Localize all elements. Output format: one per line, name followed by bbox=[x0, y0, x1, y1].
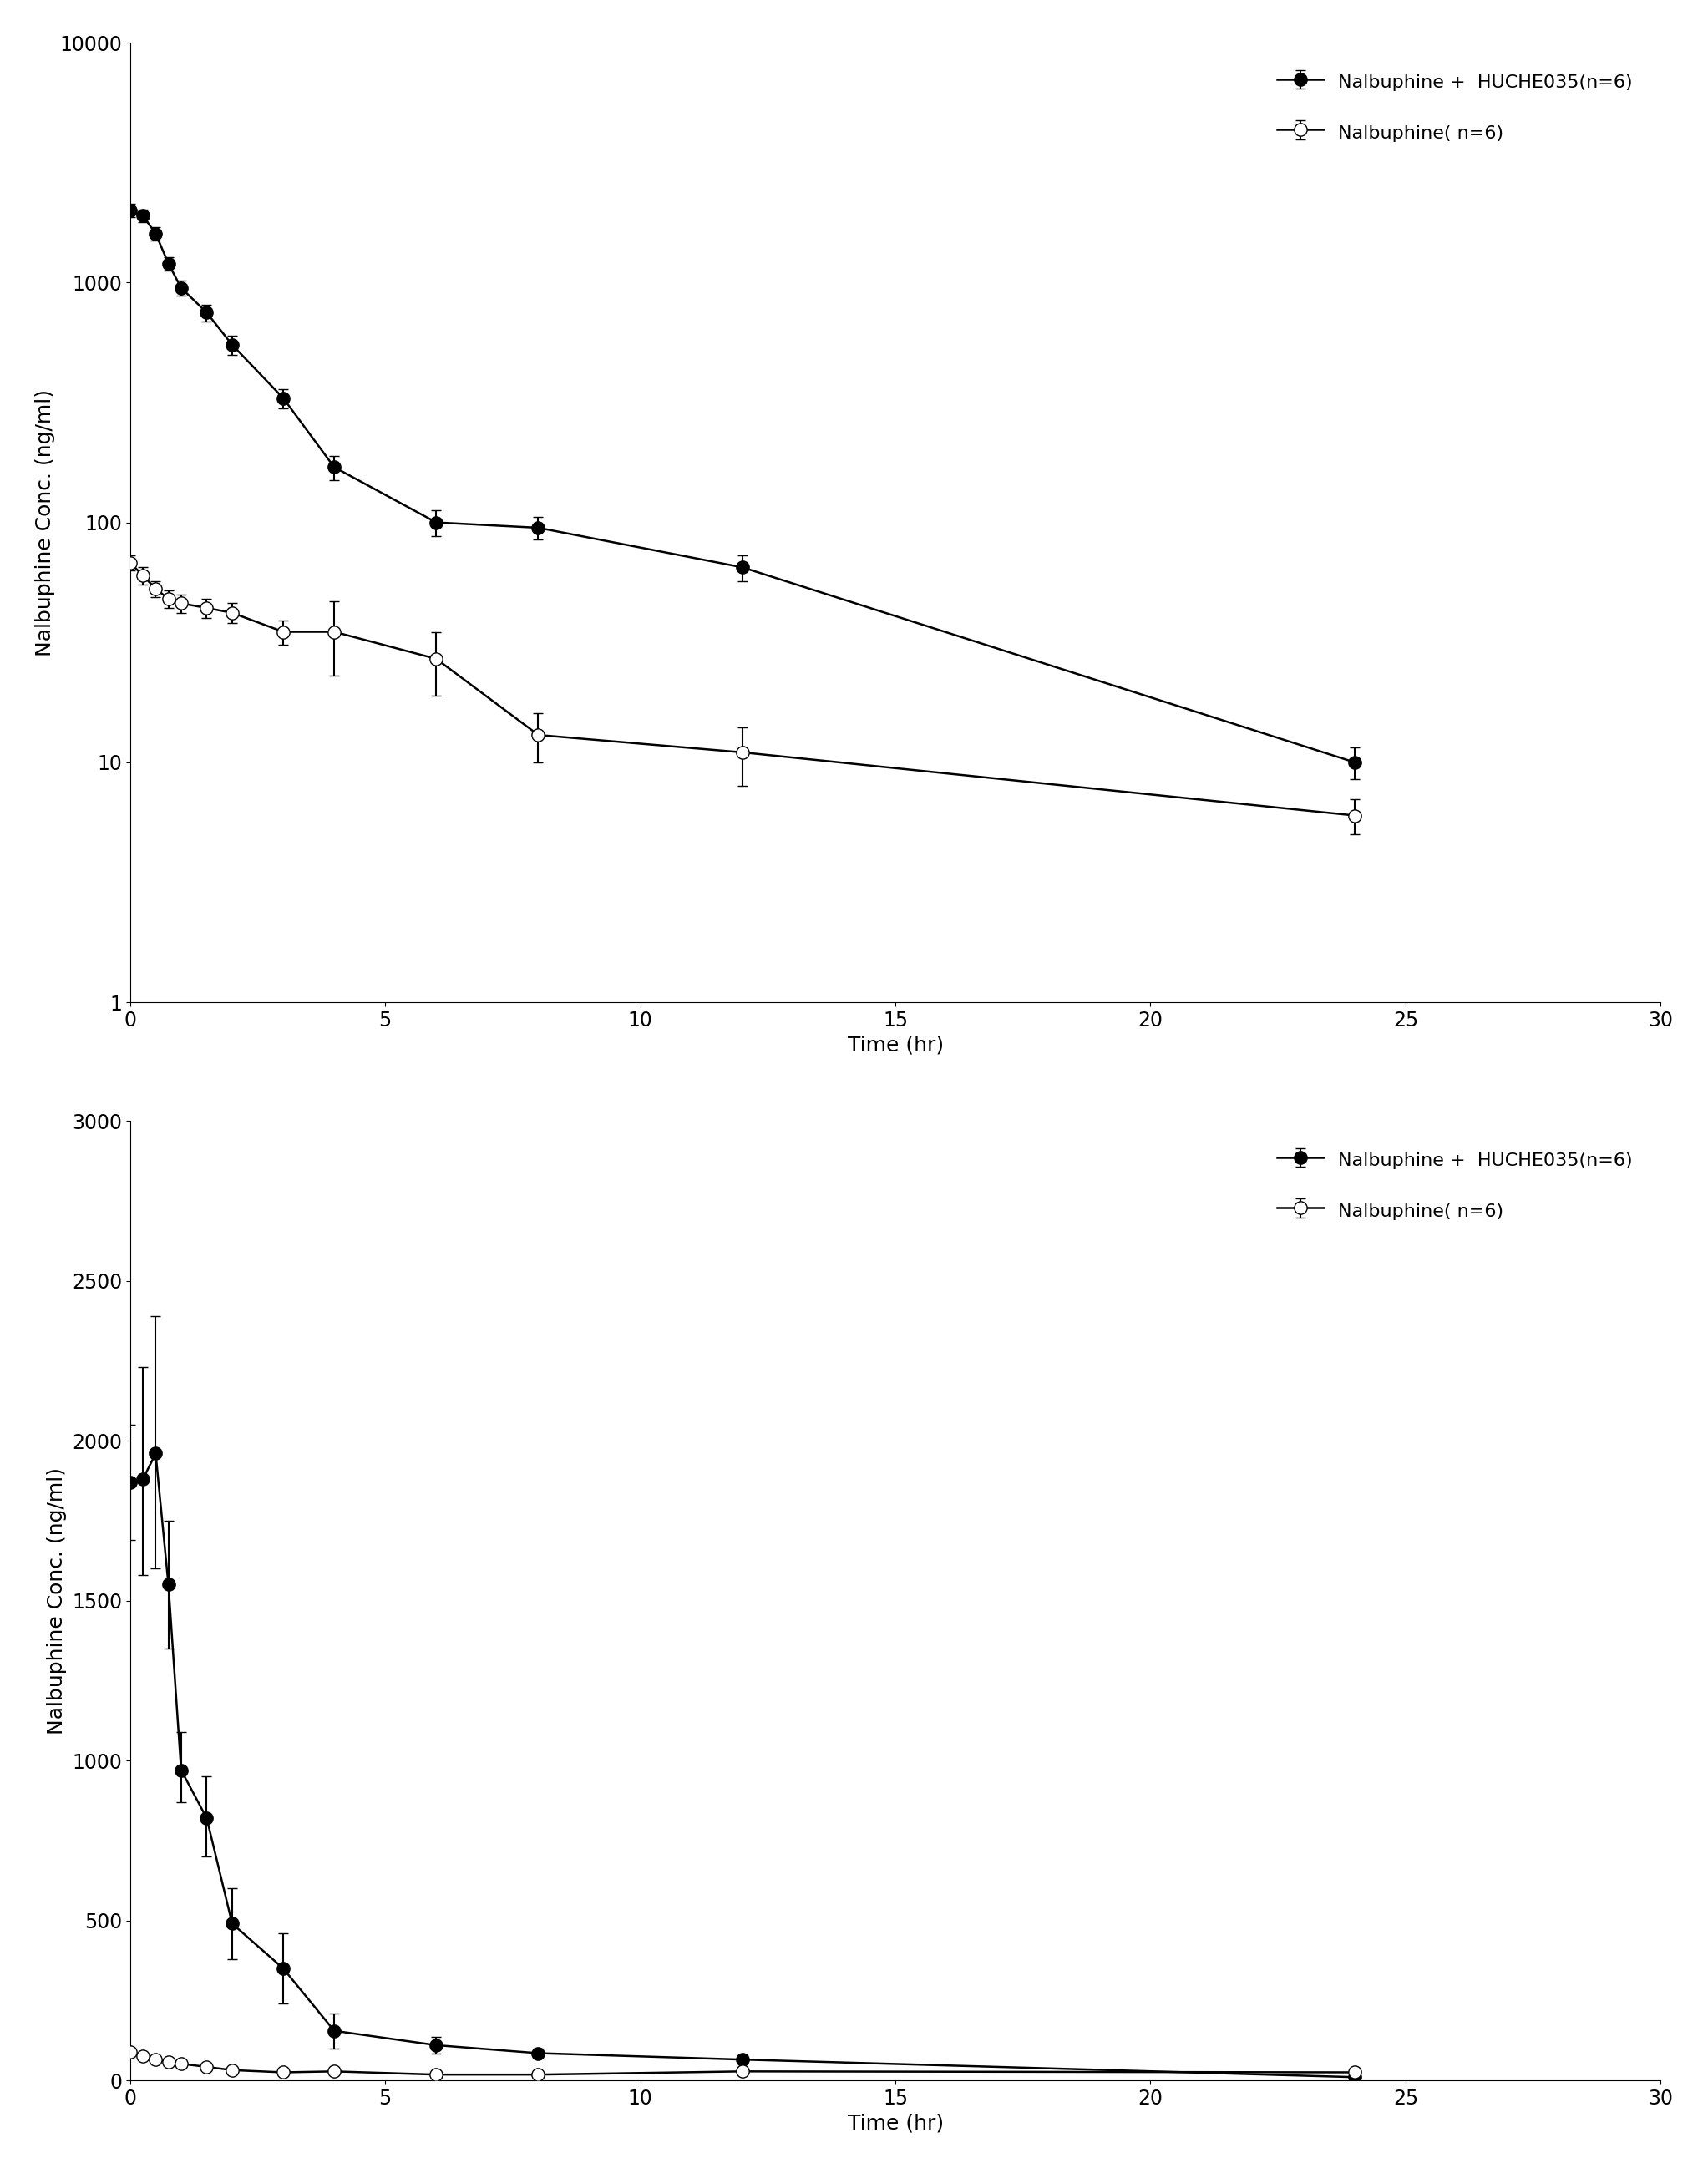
X-axis label: Time (hr): Time (hr) bbox=[847, 1034, 943, 1056]
X-axis label: Time (hr): Time (hr) bbox=[847, 2114, 943, 2133]
Y-axis label: Nalbuphine Conc. (ng/ml): Nalbuphine Conc. (ng/ml) bbox=[34, 388, 55, 657]
Y-axis label: Nalbuphine Conc. (ng/ml): Nalbuphine Conc. (ng/ml) bbox=[48, 1468, 67, 1734]
Legend: Nalbuphine +  HUCHE035(n=6), Nalbuphine( n=6): Nalbuphine + HUCHE035(n=6), Nalbuphine( … bbox=[1259, 52, 1652, 163]
Legend: Nalbuphine +  HUCHE035(n=6), Nalbuphine( n=6): Nalbuphine + HUCHE035(n=6), Nalbuphine( … bbox=[1259, 1130, 1652, 1240]
